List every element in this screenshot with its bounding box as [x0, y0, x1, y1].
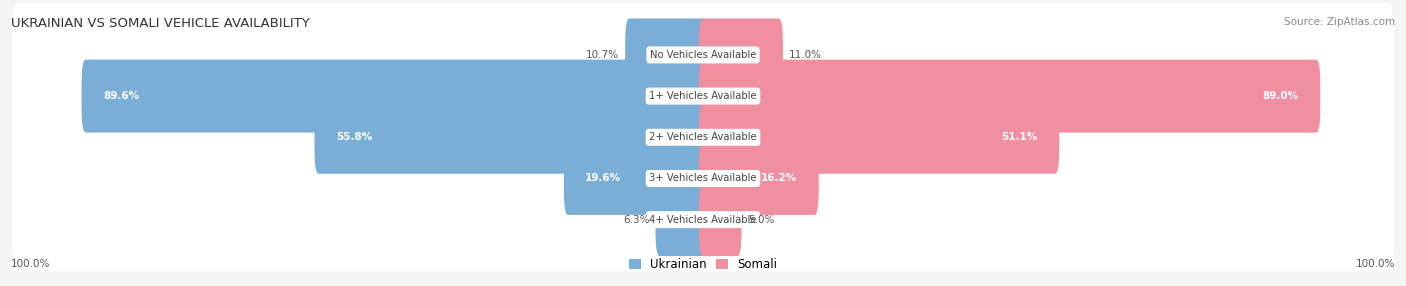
Text: 4+ Vehicles Available: 4+ Vehicles Available	[650, 215, 756, 225]
Text: 3+ Vehicles Available: 3+ Vehicles Available	[650, 174, 756, 183]
FancyBboxPatch shape	[699, 60, 1320, 132]
FancyBboxPatch shape	[82, 60, 707, 132]
FancyBboxPatch shape	[315, 101, 707, 174]
FancyBboxPatch shape	[13, 3, 1393, 107]
FancyBboxPatch shape	[699, 101, 1059, 174]
FancyBboxPatch shape	[13, 168, 1393, 271]
FancyBboxPatch shape	[699, 183, 741, 256]
Text: 100.0%: 100.0%	[1355, 259, 1395, 269]
Text: 89.6%: 89.6%	[103, 91, 139, 101]
Text: 11.0%: 11.0%	[789, 50, 823, 60]
FancyBboxPatch shape	[699, 142, 818, 215]
Legend: Ukrainian, Somali: Ukrainian, Somali	[628, 259, 778, 271]
FancyBboxPatch shape	[13, 86, 1393, 189]
Text: 10.7%: 10.7%	[586, 50, 619, 60]
Text: No Vehicles Available: No Vehicles Available	[650, 50, 756, 60]
Text: 2+ Vehicles Available: 2+ Vehicles Available	[650, 132, 756, 142]
Text: Source: ZipAtlas.com: Source: ZipAtlas.com	[1284, 17, 1395, 27]
Text: 5.0%: 5.0%	[748, 215, 775, 225]
Text: 6.3%: 6.3%	[623, 215, 650, 225]
Text: UKRAINIAN VS SOMALI VEHICLE AVAILABILITY: UKRAINIAN VS SOMALI VEHICLE AVAILABILITY	[11, 17, 309, 30]
FancyBboxPatch shape	[564, 142, 707, 215]
FancyBboxPatch shape	[699, 19, 783, 91]
Text: 55.8%: 55.8%	[336, 132, 373, 142]
Text: 19.6%: 19.6%	[585, 174, 621, 183]
Text: 1+ Vehicles Available: 1+ Vehicles Available	[650, 91, 756, 101]
FancyBboxPatch shape	[13, 127, 1393, 230]
Text: 16.2%: 16.2%	[761, 174, 797, 183]
FancyBboxPatch shape	[626, 19, 707, 91]
FancyBboxPatch shape	[13, 44, 1393, 148]
Text: 51.1%: 51.1%	[1001, 132, 1038, 142]
Text: 89.0%: 89.0%	[1263, 91, 1299, 101]
FancyBboxPatch shape	[655, 183, 707, 256]
Text: 100.0%: 100.0%	[11, 259, 51, 269]
